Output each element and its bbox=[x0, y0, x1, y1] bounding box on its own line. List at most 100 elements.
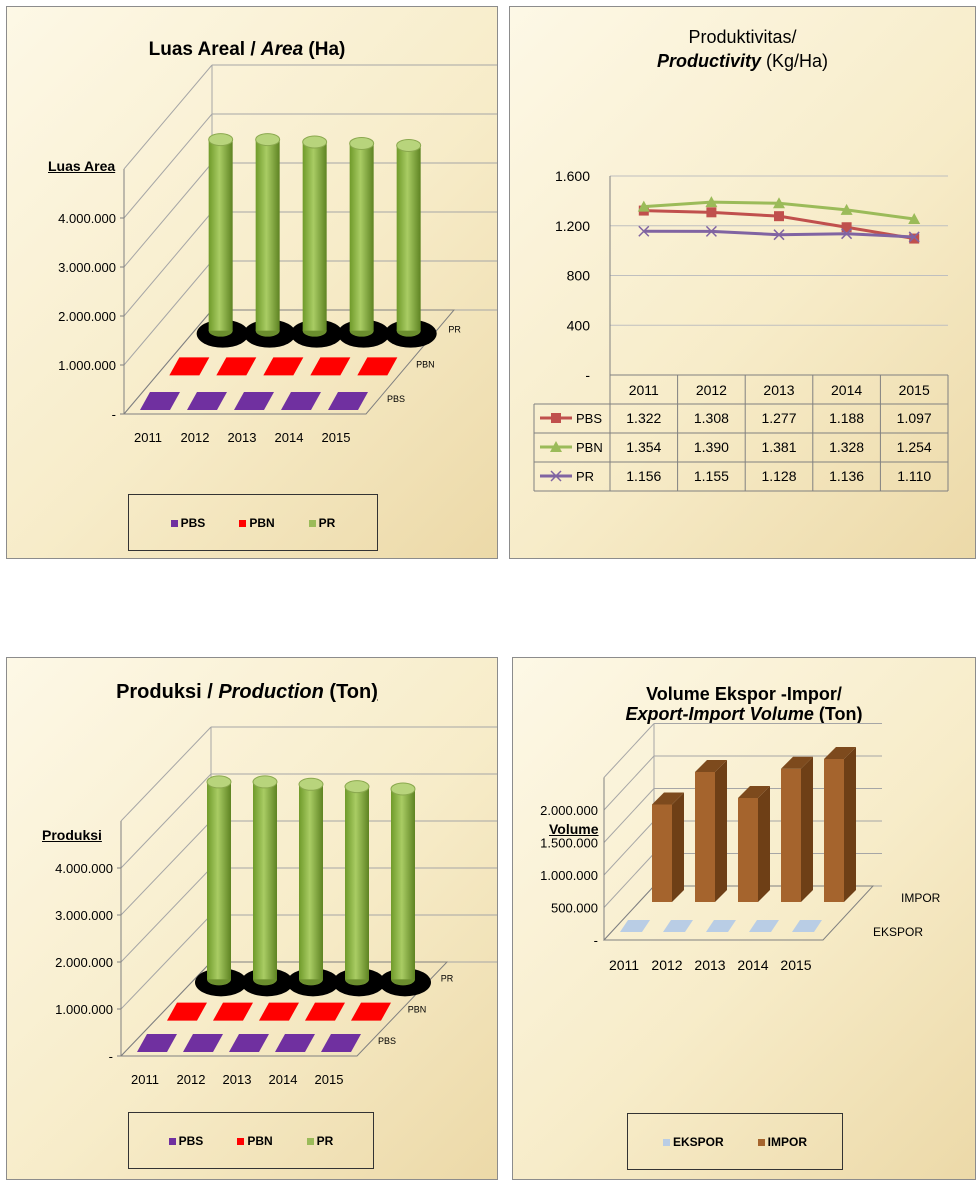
production-chart-plot: - 1.000.000 2.000.000 3.000.000 4.000.000 201… bbox=[55, 726, 497, 1087]
flat-marker-pbs bbox=[275, 1034, 315, 1052]
cylinder-top bbox=[390, 782, 416, 796]
marker-square bbox=[551, 413, 561, 423]
cylinder-body bbox=[302, 142, 327, 331]
table-series-name: PR bbox=[576, 469, 594, 484]
marker-square bbox=[909, 233, 920, 244]
flat-marker-pbs bbox=[187, 392, 227, 410]
flat-marker-pbn bbox=[357, 357, 398, 376]
x-tick-label: 2012 bbox=[181, 430, 210, 445]
column-front bbox=[652, 804, 672, 902]
y-tick-label: 800 bbox=[567, 268, 591, 284]
depth-label: PBS bbox=[387, 394, 405, 404]
legend-swatch bbox=[170, 519, 178, 527]
x-tick-label: 2015 bbox=[322, 430, 351, 445]
column-front bbox=[695, 772, 715, 902]
trade-volume-chart-panel: Volume Ekspor -Impor/ Export-Import Volu… bbox=[512, 657, 976, 1180]
productivity-chart-title: Produktivitas/ Productivity (Kg/Ha) bbox=[656, 27, 829, 71]
gridline-side bbox=[120, 914, 212, 1010]
column-side bbox=[801, 756, 813, 902]
table-value: 1.128 bbox=[761, 468, 796, 484]
x-tick-label: 2011 bbox=[134, 430, 162, 445]
column-side bbox=[715, 760, 727, 902]
x-tick-label: 2015 bbox=[780, 957, 811, 973]
gridline-side bbox=[603, 853, 655, 908]
table-value: 1.110 bbox=[897, 468, 931, 484]
legend-label: PBN bbox=[247, 1133, 273, 1148]
cylinder-body bbox=[299, 784, 323, 980]
gridline-side bbox=[120, 867, 212, 963]
column-front bbox=[781, 768, 801, 902]
cylinder-body bbox=[255, 139, 280, 331]
y-tick-label: 4.000.000 bbox=[58, 211, 116, 226]
area-chart-plot: - 1.000.000 2.000.000 3.000.000 4.000.000 201… bbox=[58, 64, 497, 445]
depth-label: EKSPOR bbox=[873, 925, 923, 939]
y-tick-label: 1.000.000 bbox=[58, 358, 116, 373]
y-tick-label: 2.000.000 bbox=[58, 309, 116, 324]
marker-triangle bbox=[705, 196, 718, 208]
cylinder-body bbox=[208, 139, 233, 331]
productivity-chart-panel: Produktivitas/ Productivity (Kg/Ha) - 400… bbox=[509, 6, 976, 559]
flat-marker-ekspor bbox=[663, 920, 693, 932]
legend-label: EKSPOR bbox=[672, 1134, 724, 1149]
chart-floor bbox=[602, 885, 875, 941]
gridline-side bbox=[123, 211, 213, 317]
x-tick-label: 2015 bbox=[315, 1072, 344, 1087]
y-tick-label: 1.600 bbox=[555, 168, 590, 184]
flat-marker-pbs bbox=[229, 1034, 269, 1052]
legend-label: PR bbox=[316, 1133, 334, 1148]
production-chart-title: Produksi / Production (Ton) bbox=[116, 681, 378, 703]
x-tick-label: 2014 bbox=[275, 430, 304, 445]
cylinder-top bbox=[252, 775, 278, 789]
cylinder-top bbox=[255, 133, 281, 147]
y-tick-label: 1.500.000 bbox=[540, 836, 598, 851]
flat-marker-pbn bbox=[310, 357, 351, 376]
x-tick-label: 2011 bbox=[131, 1072, 159, 1087]
legend-swatch bbox=[306, 1137, 314, 1145]
y-tick-label: 2.000.000 bbox=[55, 955, 113, 970]
marker-x bbox=[638, 225, 650, 237]
table-header-year: 2014 bbox=[831, 382, 862, 398]
table-value: 1.097 bbox=[897, 410, 932, 426]
trade-volume-chart-plot: - 500.000 1.000.000 1.500.000 2.000.000 2011 2… bbox=[540, 723, 941, 973]
legend-item-pr: PR bbox=[306, 1133, 334, 1148]
cylinder-body bbox=[349, 143, 374, 331]
y-tick-label: - bbox=[112, 407, 116, 422]
table-header-year: 2013 bbox=[763, 382, 794, 398]
flat-marker-pbn bbox=[305, 1002, 345, 1021]
legend-swatch bbox=[757, 1138, 765, 1146]
trade-legend: EKSPOR IMPOR bbox=[627, 1113, 843, 1170]
y-tick-label: - bbox=[585, 367, 590, 383]
marker-square bbox=[774, 211, 784, 222]
marker-square bbox=[706, 207, 717, 218]
cylinder-top bbox=[206, 775, 232, 789]
table-value: 1.354 bbox=[626, 439, 661, 455]
y-tick-label: 1.000.000 bbox=[55, 1002, 113, 1017]
flat-marker-ekspor bbox=[749, 920, 779, 932]
x-tick-label: 2014 bbox=[269, 1072, 298, 1087]
y-tick-label: 500.000 bbox=[551, 901, 598, 916]
table-header-year: 2012 bbox=[696, 382, 727, 398]
marker-x bbox=[705, 225, 717, 237]
legend-item-pbs: PBS bbox=[170, 516, 205, 530]
legend-item-pbs: PBS bbox=[168, 1134, 203, 1148]
production-chart-panel: Produksi / Production (Ton) Produksi - 1.… bbox=[6, 657, 498, 1180]
marker-triangle bbox=[840, 203, 853, 215]
x-tick-label: 2013 bbox=[223, 1072, 252, 1087]
flat-marker-ekspor bbox=[706, 920, 736, 932]
flat-marker-pbn bbox=[169, 357, 210, 376]
x-tick-label: 2012 bbox=[177, 1072, 206, 1087]
gridline-side bbox=[120, 773, 212, 869]
legend-swatch bbox=[168, 1137, 176, 1145]
marker-triangle bbox=[773, 197, 785, 209]
x-tick-label: 2014 bbox=[737, 957, 768, 973]
table-value: 1.308 bbox=[694, 410, 729, 426]
productivity-line-chart: - 400 800 1.200 1.600 2011 2012 2013 2014 2015 PBS… bbox=[533, 168, 949, 492]
gridline-side bbox=[123, 260, 213, 366]
marker-triangle bbox=[637, 200, 650, 212]
column-top bbox=[695, 760, 727, 772]
flat-marker-pbs bbox=[183, 1034, 223, 1052]
depth-label: PBN bbox=[408, 1005, 427, 1015]
y-tick-label: 4.000.000 bbox=[55, 861, 113, 876]
gridline-side bbox=[123, 113, 213, 219]
cylinder-top bbox=[344, 780, 370, 794]
